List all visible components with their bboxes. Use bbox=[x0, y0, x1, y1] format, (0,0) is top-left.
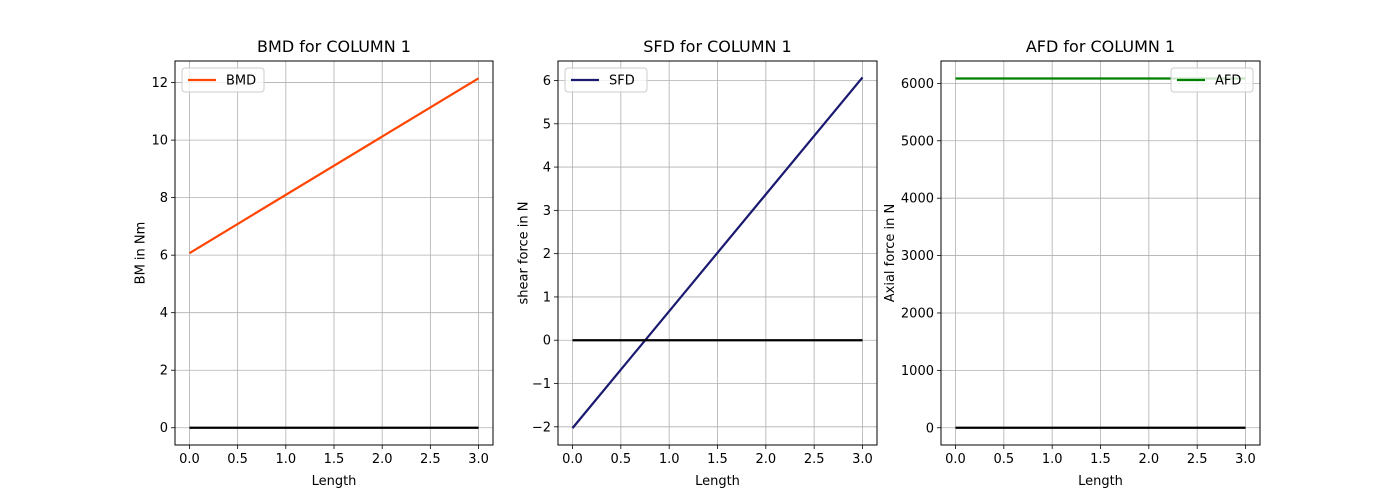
y-tick-label: 0 bbox=[160, 421, 168, 436]
x-tick-label: 2.5 bbox=[420, 452, 441, 467]
legend-box bbox=[1170, 67, 1254, 93]
x-tick-label: 0.5 bbox=[993, 452, 1014, 467]
x-tick-label: 3.0 bbox=[852, 452, 873, 467]
y-axis-label: shear force in N bbox=[517, 201, 532, 304]
y-axis-label: BM in Nm bbox=[134, 222, 149, 285]
y-tick-label: 3000 bbox=[901, 249, 934, 264]
legend: BMD bbox=[181, 67, 265, 93]
chart-title: SFD for COLUMN 1 bbox=[643, 37, 791, 56]
legend-label: BMD bbox=[226, 74, 256, 89]
y-tick-label: 6000 bbox=[901, 77, 934, 92]
y-tick-label: 10 bbox=[151, 134, 168, 149]
x-axis-label: Length bbox=[312, 474, 357, 489]
x-tick-label: 1.0 bbox=[1042, 452, 1063, 467]
legend: SFD bbox=[564, 67, 648, 93]
x-axis-label: Length bbox=[1078, 474, 1123, 489]
x-tick-label: 0.0 bbox=[179, 452, 200, 467]
y-axis-label: Axial force in N bbox=[883, 204, 898, 302]
chart-panel-1: 0.0 0.5 1.0 1.5 2.0 2.5 3.0 0 2 4 6 8 10 12 BMD for CO… bbox=[134, 37, 494, 489]
chart-panel-2: 0.0 0.5 1.0 1.5 2.0 2.5 3.0 −2 −1 0 1 2 3 4 5 6 SFD for … bbox=[517, 37, 878, 489]
y-tick-label: 1 bbox=[543, 290, 551, 305]
series-line-bmd bbox=[188, 77, 480, 255]
x-tick-label: 0.0 bbox=[562, 452, 583, 467]
x-tick-label: 2.0 bbox=[1138, 452, 1159, 467]
x-tick-label: 3.0 bbox=[468, 452, 489, 467]
x-tick-label: 3.0 bbox=[1235, 452, 1256, 467]
x-tick-label: 1.5 bbox=[1090, 452, 1111, 467]
x-tick-label: 1.0 bbox=[659, 452, 680, 467]
y-tick-label: 6 bbox=[160, 249, 168, 264]
y-tick-label: 5000 bbox=[901, 134, 934, 149]
y-tick-label: 4 bbox=[543, 161, 551, 176]
legend-box bbox=[564, 67, 648, 93]
chart-title: BMD for COLUMN 1 bbox=[257, 37, 411, 56]
x-axis-label: Length bbox=[695, 474, 740, 489]
legend-box bbox=[181, 67, 265, 93]
x-tick-label: 2.5 bbox=[1187, 452, 1208, 467]
x-tick-label: 0.5 bbox=[227, 452, 248, 467]
y-tick-label: 2 bbox=[543, 247, 551, 262]
y-tick-label: 2 bbox=[160, 364, 168, 379]
y-tick-label: −2 bbox=[532, 420, 551, 435]
legend-label: AFD bbox=[1215, 74, 1241, 89]
series-line-sfd bbox=[571, 76, 864, 429]
y-tick-label: −1 bbox=[532, 377, 551, 392]
x-tick-label: 1.5 bbox=[707, 452, 728, 467]
y-tick-label: 2000 bbox=[901, 306, 934, 321]
legend: AFD bbox=[1170, 67, 1254, 93]
x-tick-label: 0.0 bbox=[945, 452, 966, 467]
x-tick-label: 1.5 bbox=[324, 452, 345, 467]
y-tick-label: 0 bbox=[926, 421, 934, 436]
y-tick-label: 3 bbox=[543, 204, 551, 219]
y-tick-label: 6 bbox=[543, 74, 551, 89]
y-tick-label: 4000 bbox=[901, 192, 934, 207]
legend-label: SFD bbox=[609, 74, 635, 89]
x-tick-label: 2.0 bbox=[372, 452, 393, 467]
y-tick-label: 1000 bbox=[901, 364, 934, 379]
y-tick-label: 0 bbox=[543, 334, 551, 349]
x-tick-label: 0.5 bbox=[610, 452, 631, 467]
chart-panel-3: 0.0 0.5 1.0 1.5 2.0 2.5 3.0 0 1000 2000 3000 4000 50… bbox=[883, 37, 1261, 489]
y-tick-label: 8 bbox=[160, 191, 168, 206]
x-tick-label: 1.0 bbox=[275, 452, 296, 467]
chart-title: AFD for COLUMN 1 bbox=[1026, 37, 1175, 56]
x-tick-label: 2.0 bbox=[755, 452, 776, 467]
x-tick-label: 2.5 bbox=[804, 452, 825, 467]
y-tick-label: 12 bbox=[151, 76, 168, 91]
y-tick-label: 5 bbox=[543, 117, 551, 132]
y-tick-label: 4 bbox=[160, 306, 168, 321]
